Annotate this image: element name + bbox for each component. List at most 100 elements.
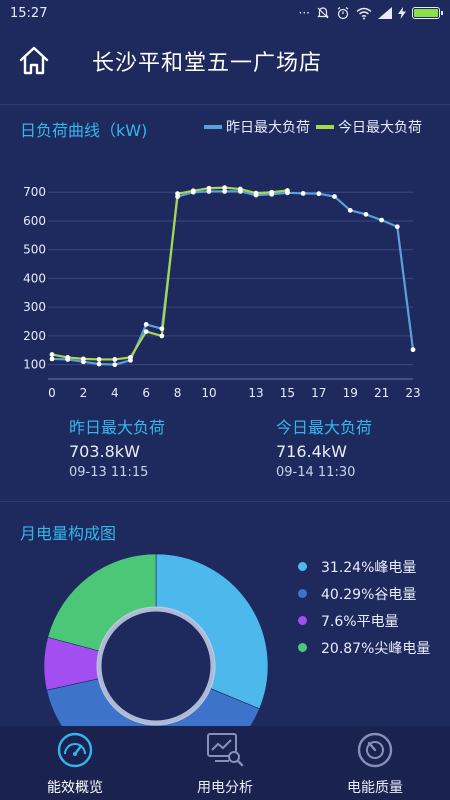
alarm-icon <box>337 7 349 20</box>
data-point-today <box>269 189 275 195</box>
data-point-today <box>159 333 165 339</box>
x-tick-label: 23 <box>405 386 420 400</box>
page-title: 长沙平和堂五一广场店 <box>92 51 323 76</box>
data-point-yesterday <box>363 211 369 217</box>
data-point-today <box>49 352 55 357</box>
legend-yesterday[interactable]: 昨日最大负荷 <box>204 117 310 137</box>
nav-tab-analysis[interactable]: 用电分析 <box>150 726 300 800</box>
energy-legend-item: 20.87%尖峰电量 <box>298 634 430 661</box>
series-line-today <box>51 186 288 361</box>
bottom-nav: 能效概览 用电分析 电能质量 <box>0 726 450 800</box>
nav-label: 能效概览 <box>47 780 103 796</box>
legend-dot-flat <box>298 616 307 625</box>
energy-legend-label: 31.24%峰电量 <box>321 559 417 576</box>
today-peak-label: 今日最大负荷 <box>276 418 373 437</box>
x-tick-label: 19 <box>343 386 358 400</box>
nav-tab-efficiency[interactable]: 能效概览 <box>0 726 150 800</box>
data-point-today <box>65 355 71 360</box>
x-tick-label: 2 <box>80 386 88 400</box>
energy-legend-item: 40.29%谷电量 <box>298 580 430 607</box>
y-tick-label: 300 <box>23 300 46 314</box>
legend-dot-sharp-peak <box>298 643 307 652</box>
donut-hole <box>102 612 210 720</box>
series-line-yesterday <box>51 190 415 366</box>
yesterday-peak-label: 昨日最大负荷 <box>69 418 166 437</box>
load-section-title: 日负荷曲线（kW) <box>20 121 148 140</box>
daily-load-chart: 100 200 300 400 500 600 700 0 2 4 6 8 10 13 15 17 19 21 23 <box>23 185 421 400</box>
energy-legend-label: 20.87%尖峰电量 <box>321 640 431 657</box>
today-peak-value: 716.4kW <box>276 442 347 461</box>
data-point-today <box>253 190 259 196</box>
data-point-yesterday <box>332 194 337 199</box>
energy-legend-label: 7.6%平电量 <box>321 613 399 630</box>
data-point-yesterday <box>347 207 353 213</box>
data-point-yesterday <box>159 326 165 332</box>
energy-section-title: 月电量构成图 <box>20 524 117 543</box>
legend-today[interactable]: 今日最大负荷 <box>316 117 422 137</box>
y-tick-label: 600 <box>23 214 46 228</box>
data-point-yesterday <box>222 188 228 194</box>
data-point-today <box>96 357 102 362</box>
data-point-yesterday <box>379 217 385 223</box>
data-point-today <box>222 185 228 191</box>
x-tick-label: 17 <box>311 386 326 400</box>
header-divider <box>0 104 450 105</box>
data-point-yesterday <box>96 361 102 367</box>
status-time: 15:27 <box>10 5 48 21</box>
x-tick-label: 15 <box>280 386 295 400</box>
energy-legend-label: 40.29%谷电量 <box>321 586 417 603</box>
legend-yesterday-label: 昨日最大负荷 <box>226 120 310 136</box>
data-point-today <box>175 191 180 197</box>
status-bar: 15:27 ··· <box>0 0 450 26</box>
bell-off-icon <box>317 7 329 19</box>
y-tick-label: 200 <box>23 329 46 343</box>
wifi-icon <box>356 7 372 19</box>
nav-label: 电能质量 <box>347 780 403 796</box>
section-divider <box>0 501 450 502</box>
x-tick-label: 0 <box>48 386 56 400</box>
yesterday-peak-value: 703.8kW <box>69 442 140 461</box>
data-point-yesterday <box>394 224 400 230</box>
data-point-yesterday <box>49 356 55 362</box>
x-tick-label: 8 <box>174 386 182 400</box>
y-tick-label: 700 <box>23 185 46 199</box>
donut-inner-ring <box>96 606 216 726</box>
signal-icon <box>378 7 392 19</box>
yesterday-peak: 昨日最大负荷 703.8kW 09-13 11:15 <box>69 414 165 480</box>
data-point-yesterday <box>112 362 118 368</box>
y-tick-label: 400 <box>23 271 46 285</box>
load-legend: 昨日最大负荷 今日最大负荷 <box>198 117 422 137</box>
nav-label: 用电分析 <box>197 780 253 796</box>
today-peak-time: 09-14 11:30 <box>276 465 356 480</box>
x-tick-label: 6 <box>142 386 150 400</box>
x-tick-label: 13 <box>248 386 263 400</box>
legend-today-label: 今日最大负荷 <box>338 120 422 136</box>
nav-tab-quality[interactable]: 电能质量 <box>300 726 450 800</box>
data-point-today <box>80 356 86 362</box>
data-point-yesterday <box>410 347 416 353</box>
energy-legend-item: 31.24%峰电量 <box>298 553 430 580</box>
today-peak: 今日最大负荷 716.4kW 09-14 11:30 <box>276 414 372 480</box>
data-point-today <box>112 357 118 362</box>
yesterday-peak-time: 09-13 11:15 <box>69 465 149 480</box>
charging-icon <box>398 7 406 19</box>
x-tick-label: 4 <box>111 386 119 400</box>
data-point-yesterday <box>143 322 149 327</box>
energy-legend-item: 7.6%平电量 <box>298 607 430 634</box>
data-point-yesterday <box>316 191 322 197</box>
data-point-today <box>128 355 133 360</box>
legend-swatch-yesterday <box>204 125 222 129</box>
data-point-today <box>237 186 243 192</box>
battery-icon <box>412 7 443 19</box>
energy-legend: 31.24%峰电量 40.29%谷电量 7.6%平电量 20.87%尖峰电量 <box>298 553 430 661</box>
header: 长沙平和堂五一广场店 <box>0 26 450 96</box>
y-tick-label: 500 <box>23 243 46 257</box>
x-tick-label: 21 <box>374 386 389 400</box>
speedometer-icon <box>55 730 95 770</box>
home-button[interactable] <box>14 41 54 81</box>
legend-dot-valley <box>298 589 307 598</box>
y-tick-label: 100 <box>23 358 46 372</box>
data-point-today <box>285 188 290 193</box>
more-dots-icon: ··· <box>298 6 310 20</box>
gauge-icon <box>355 730 395 770</box>
